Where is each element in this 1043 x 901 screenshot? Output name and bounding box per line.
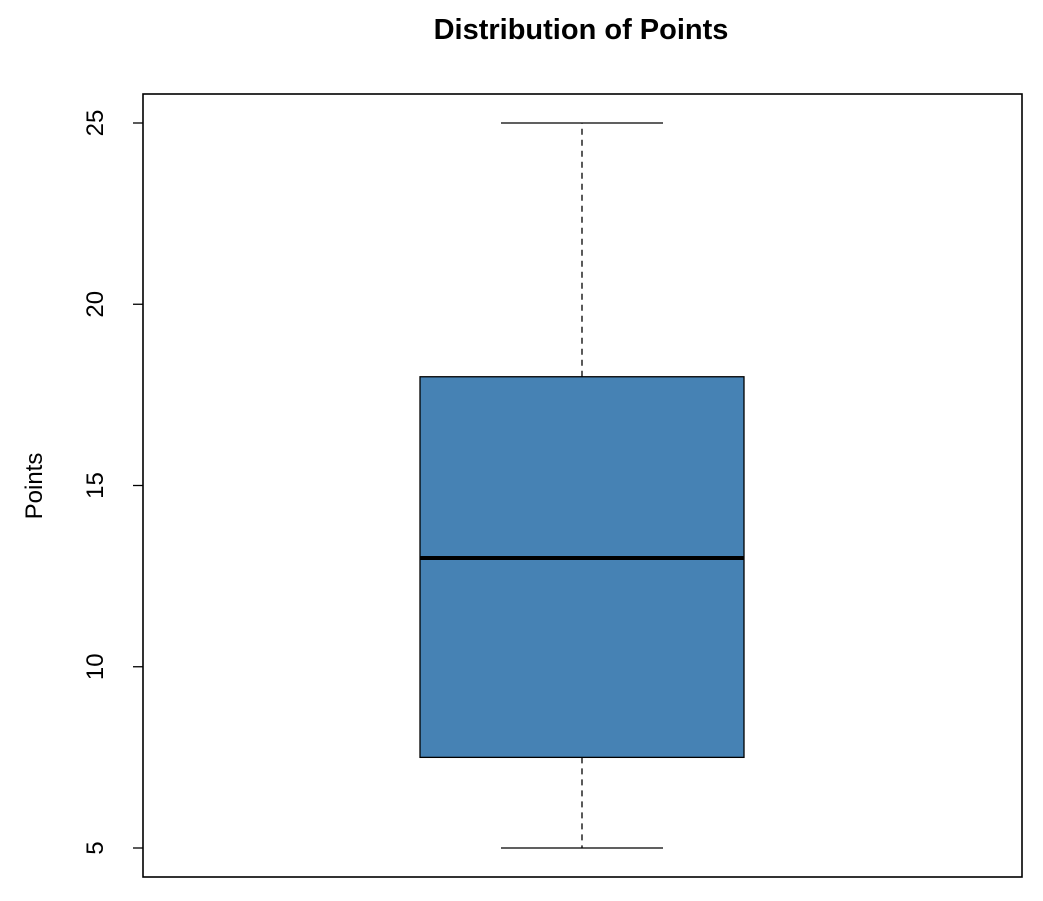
y-axis-label: Points — [21, 453, 48, 520]
chart-title: Distribution of Points — [434, 14, 729, 46]
plot-area: 5 10 15 20 25 — [82, 93, 1023, 878]
y-tick-label-25: 25 — [82, 110, 109, 137]
y-tick-label-20: 20 — [82, 291, 109, 318]
y-tick-label-5: 5 — [82, 841, 109, 854]
y-tick-label-10: 10 — [82, 653, 109, 680]
iqr-box — [419, 376, 745, 759]
y-tick-label-15: 15 — [82, 472, 109, 499]
